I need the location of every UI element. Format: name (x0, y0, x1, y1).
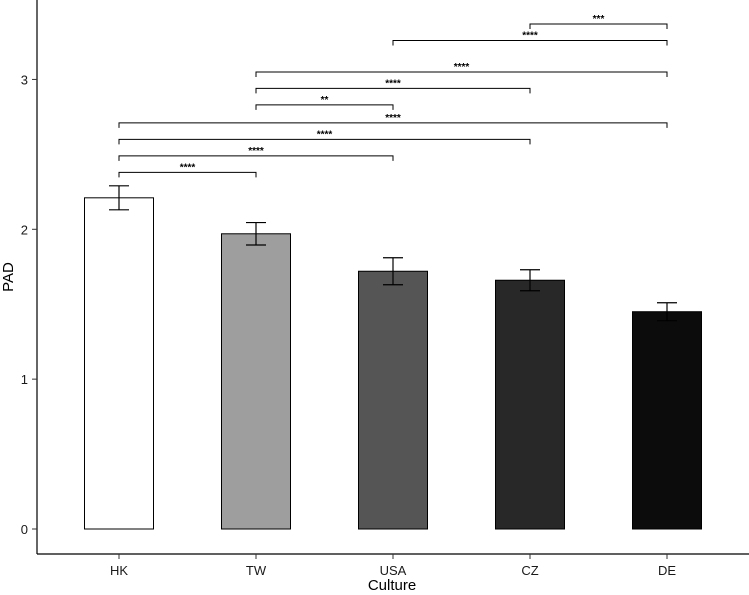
bar-hk (84, 197, 154, 530)
significance-label: **** (385, 78, 401, 89)
y-axis-title: PAD (0, 262, 17, 292)
x-tick-label: HK (110, 563, 128, 578)
significance-bracket (118, 171, 257, 178)
y-tick-label: 1 (21, 372, 28, 387)
bar-tw (221, 233, 291, 530)
y-tick-label: 0 (21, 522, 28, 537)
error-bars-layer (109, 185, 677, 322)
x-tick-label: CZ (521, 563, 538, 578)
significance-label: ** (321, 95, 329, 106)
x-axis-title: Culture (368, 577, 416, 594)
significance-label: **** (180, 162, 196, 173)
significance-label: **** (248, 146, 264, 157)
y-ticks-layer: 0 1 2 3 (21, 72, 37, 537)
bar-usa (358, 270, 428, 530)
bar-de (632, 311, 702, 530)
bar-cz (495, 279, 565, 530)
significance-bracket (529, 23, 668, 29)
bars-layer (84, 197, 702, 530)
significance-bracket (255, 104, 394, 110)
y-tick-label: 3 (21, 72, 28, 87)
significance-bracket (255, 71, 668, 77)
x-ticks-layer: HK TW USA CZ DE (110, 554, 676, 578)
significance-label: **** (522, 30, 538, 41)
x-tick-label: USA (380, 563, 407, 578)
significance-bracket (255, 87, 531, 94)
significance-label: **** (385, 113, 401, 124)
x-tick-label: TW (246, 563, 267, 578)
significance-brackets-layer: ********************************* (118, 14, 668, 178)
significance-label: **** (454, 62, 470, 73)
y-tick-label: 2 (21, 222, 28, 237)
x-tick-label: DE (658, 563, 676, 578)
significance-label: *** (593, 14, 605, 25)
significance-label: **** (317, 129, 333, 140)
significance-bracket (118, 138, 531, 145)
significance-bracket (392, 39, 668, 46)
significance-bracket (118, 122, 668, 128)
significance-bracket (118, 155, 394, 161)
